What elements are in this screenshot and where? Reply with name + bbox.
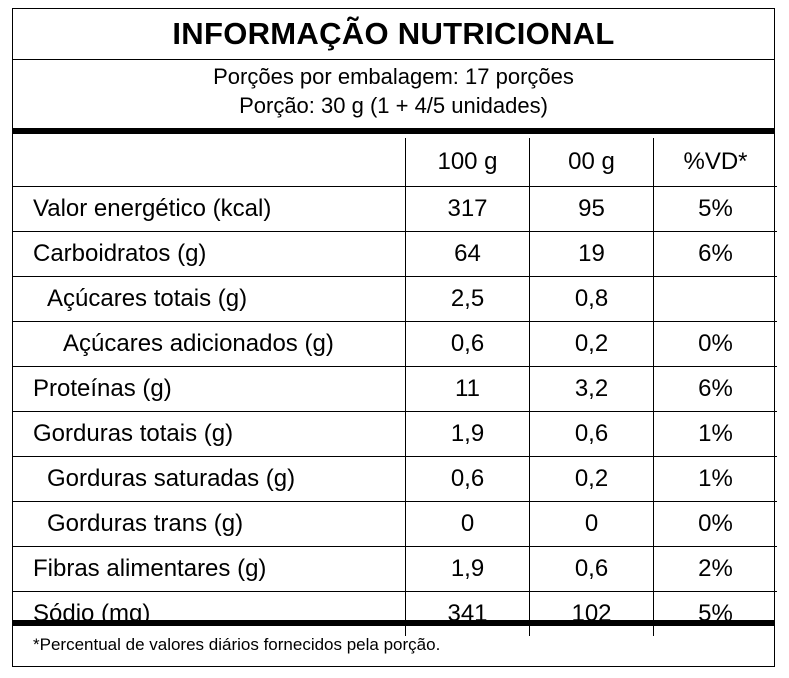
value-per-serving: 0,2 (529, 321, 654, 367)
table-row: Proteínas (g) 11 3,2 6% (13, 366, 777, 412)
daily-value-percent: 1% (653, 411, 777, 457)
value-per-serving: 19 (529, 231, 654, 277)
value-per-100g: 0 (405, 501, 530, 547)
header-thick-divider (13, 128, 774, 134)
value-per-serving: 3,2 (529, 366, 654, 412)
nutrient-name: Açúcares adicionados (g) (13, 321, 406, 367)
daily-value-percent: 1% (653, 456, 777, 502)
value-per-100g: 2,5 (405, 276, 530, 322)
serving-size: Porção: 30 g (1 + 4/5 unidades) (239, 93, 548, 118)
value-per-100g: 317 (405, 186, 530, 232)
nutrition-table: 100 g 00 g %VD* Valor energético (kcal) 3… (13, 138, 777, 636)
servings-per-package: Porções por embalagem: 17 porções (213, 64, 574, 89)
daily-value-percent: 5% (653, 186, 777, 232)
footer-thick-divider (13, 620, 774, 626)
value-per-100g: 1,9 (405, 546, 530, 592)
table-row: Gorduras totais (g) 1,9 0,6 1% (13, 411, 777, 457)
nutrient-name: Fibras alimentares (g) (13, 546, 406, 592)
nutrient-name: Gorduras saturadas (g) (13, 456, 406, 502)
daily-value-percent: 6% (653, 366, 777, 412)
value-per-serving: 102 (529, 591, 654, 636)
table-row: Gorduras saturadas (g) 0,6 0,2 1% (13, 456, 777, 502)
column-header-per-serving: 00 g (529, 138, 654, 187)
nutrient-name: Gorduras trans (g) (13, 501, 406, 547)
column-header-per-100g: 100 g (405, 138, 530, 187)
nutrient-name: Carboidratos (g) (13, 231, 406, 277)
value-per-serving: 0 (529, 501, 654, 547)
title-divider (13, 59, 774, 60)
nutrient-name: Valor energético (kcal) (13, 186, 406, 232)
nutrient-name: Gorduras totais (g) (13, 411, 406, 457)
table-row: Açúcares adicionados (g) 0,6 0,2 0% (13, 321, 777, 367)
value-per-serving: 0,6 (529, 411, 654, 457)
table-row: Carboidratos (g) 64 19 6% (13, 231, 777, 277)
nutrient-name: Sódio (mg) (33, 600, 151, 627)
value-per-serving: 0,8 (529, 276, 654, 322)
daily-value-percent: 2% (653, 546, 777, 592)
value-per-100g: 0,6 (405, 321, 530, 367)
nutrition-facts-panel: INFORMAÇÃO NUTRICIONAL Porções por embal… (12, 8, 777, 667)
daily-value-percent: 0% (653, 501, 777, 547)
table-row: Valor energético (kcal) 317 95 5% (13, 186, 777, 232)
column-header-daily-value: %VD* (653, 138, 777, 187)
nutrient-name: Açúcares totais (g) (13, 276, 406, 322)
table-row: Açúcares totais (g) 2,5 0,8 (13, 276, 777, 322)
value-per-100g: 341 (405, 591, 530, 636)
table-row: Fibras alimentares (g) 1,9 0,6 2% (13, 546, 777, 592)
table-header-row: 100 g 00 g %VD* (13, 138, 777, 187)
value-per-100g: 0,6 (405, 456, 530, 502)
footnote: *Percentual de valores diários fornecido… (33, 635, 441, 654)
daily-value-percent: 0% (653, 321, 777, 367)
value-per-serving: 95 (529, 186, 654, 232)
label-title: INFORMAÇÃO NUTRICIONAL (172, 16, 615, 51)
value-per-serving: 0,2 (529, 456, 654, 502)
value-per-100g: 64 (405, 231, 530, 277)
column-header-nutrient (13, 138, 406, 187)
daily-value-percent (653, 276, 777, 322)
daily-value-percent: 6% (653, 231, 777, 277)
nutrient-name: Proteínas (g) (13, 366, 406, 412)
value-per-serving: 0,6 (529, 546, 654, 592)
value-per-100g: 11 (405, 366, 530, 412)
value-per-100g: 1,9 (405, 411, 530, 457)
table-row: Sódio (mg) 341 102 5% (13, 591, 777, 636)
daily-value-percent: 5% (653, 591, 777, 636)
table-row: Gorduras trans (g) 0 0 0% (13, 501, 777, 547)
